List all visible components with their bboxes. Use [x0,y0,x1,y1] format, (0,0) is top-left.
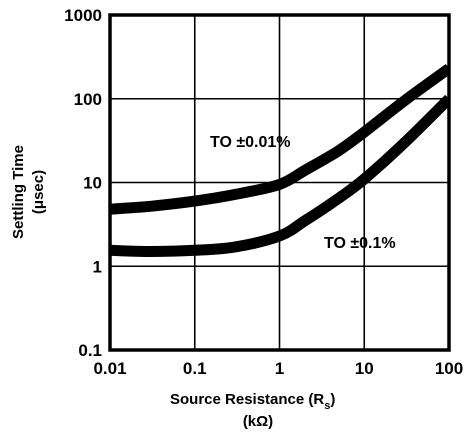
plot-frame [108,13,451,352]
y-axis-label-units: (μsec) [30,170,47,214]
series-label-0.1pct: TO ±0.1% [324,235,396,252]
y-tick-labels: 0.1 1 10 100 1000 [64,6,102,360]
series-curve-1 [110,94,449,257]
x-tick-label: 10 [355,359,374,378]
x-tick-labels: 0.01 0.1 1 10 100 [93,359,463,378]
x-axis-label-units: (kΩ) [243,413,273,430]
x-tick-label: 100 [435,359,463,378]
y-axis-label: Settling Time [10,145,27,239]
y-tick-label: 1000 [64,6,102,25]
y-tick-label: 100 [74,90,102,109]
x-tick-label: 1 [275,359,284,378]
x-axis-label: Source Resistance (Rs) [170,391,335,412]
y-tick-label: 10 [83,174,102,193]
x-tick-label: 0.01 [93,359,126,378]
x-tick-label: 0.1 [183,359,207,378]
y-tick-label: 0.1 [78,341,102,360]
y-tick-label: 1 [93,257,102,276]
series-label-0.01pct: TO ±0.01% [210,134,291,151]
curves [110,64,449,257]
series-curve-0 [110,64,449,215]
